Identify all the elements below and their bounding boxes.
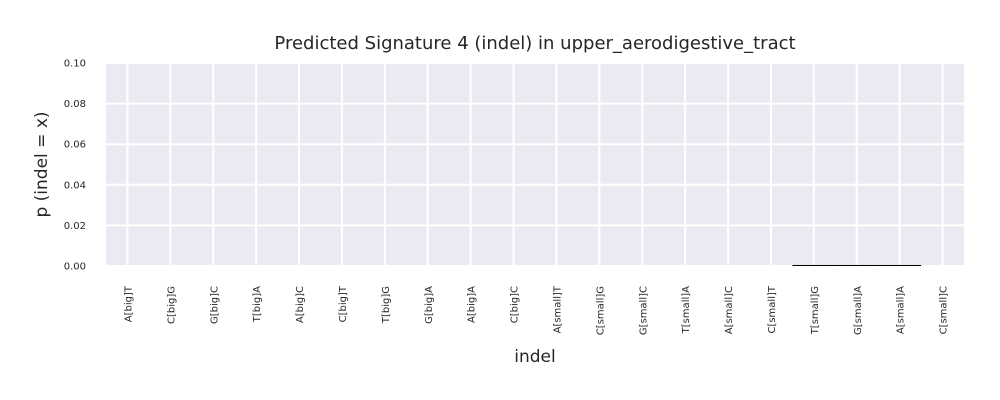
x-tick-label: A[big]A (467, 286, 478, 323)
bars (792, 264, 922, 266)
plot-area (106, 63, 964, 266)
bar (792, 264, 836, 266)
y-tick-label: 0.06 (64, 140, 86, 151)
y-tick-label: 0.00 (64, 262, 86, 273)
chart-title: Predicted Signature 4 (indel) in upper_a… (274, 33, 795, 54)
x-tick-label: T[small]A (681, 286, 692, 335)
y-axis-label: p (indel = x) (32, 111, 52, 217)
x-tick-label: C[big]T (338, 285, 349, 322)
x-tick-label: G[big]C (209, 286, 220, 324)
x-tick-label: C[small]T (767, 285, 778, 333)
x-tick-label: G[small]C (638, 286, 649, 335)
y-tick-label: 0.10 (64, 59, 86, 70)
x-tick-label: A[small]A (896, 286, 907, 334)
x-tick-label: C[small]C (939, 286, 950, 334)
x-tick-label: T[big]G (381, 286, 392, 324)
y-tick-label: 0.08 (64, 99, 86, 110)
y-tick-label: 0.04 (64, 180, 86, 191)
x-tick-label: C[small]G (595, 286, 606, 335)
y-tick-label: 0.02 (64, 221, 86, 232)
x-tick-label: C[big]G (166, 286, 177, 324)
y-axis-ticks: 0.00 0.02 0.04 0.06 0.08 0.10 (64, 59, 86, 273)
bar (878, 264, 922, 266)
x-tick-label: G[small]A (853, 286, 864, 335)
x-tick-label: A[small]T (552, 285, 563, 333)
x-axis-label: indel (514, 347, 555, 367)
x-tick-label: G[big]A (424, 286, 435, 324)
grid-lines (106, 62, 964, 267)
x-axis-ticks: A[big]T C[big]G G[big]C T[big]A A[big]C C[big… (123, 285, 949, 335)
x-tick-label: C[big]C (510, 286, 521, 323)
bar (835, 264, 879, 266)
x-tick-label: A[small]C (724, 286, 735, 334)
x-tick-label: A[big]C (295, 286, 306, 323)
x-tick-label: T[small]G (810, 286, 821, 335)
x-tick-label: T[big]A (252, 286, 263, 323)
x-tick-label: A[big]T (123, 285, 134, 322)
